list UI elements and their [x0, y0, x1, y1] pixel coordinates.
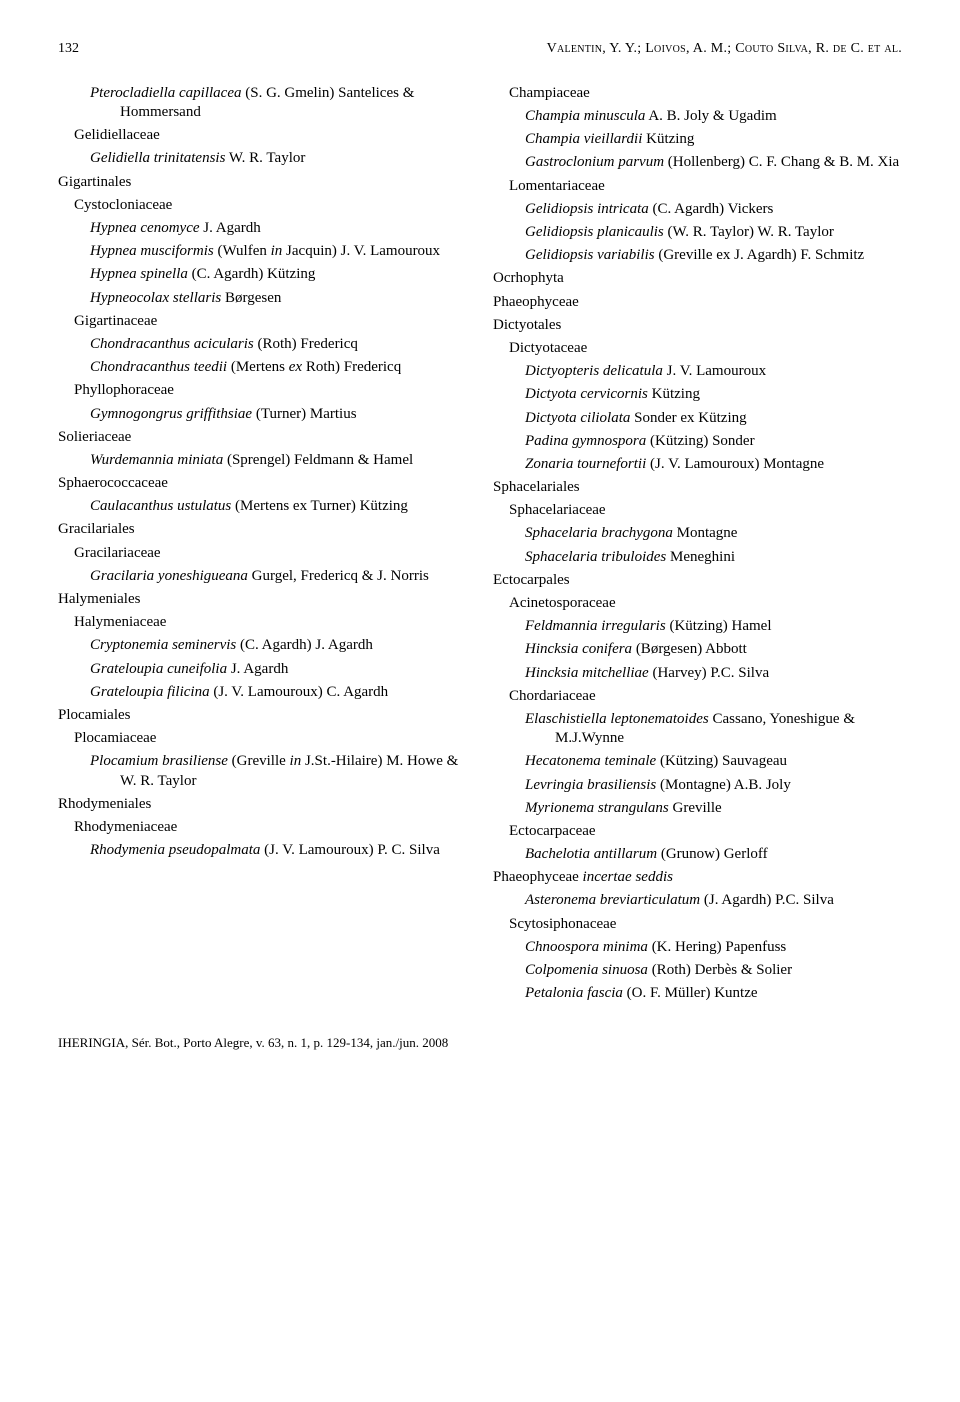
taxon-entry: Phaeophyceae	[493, 293, 902, 312]
taxon-entry: Rhodymeniaceae	[74, 818, 467, 837]
taxon-entry: Gracilaria yoneshigueana Gurgel, Frederi…	[90, 567, 467, 586]
taxon-entry: Pterocladiella capillacea (S. G. Gmelin)…	[90, 84, 467, 122]
page-header: 132 Valentin, Y. Y.; Loivos, A. M.; Cout…	[58, 40, 902, 58]
taxon-entry: Gymnogongrus griffithsiae (Turner) Marti…	[90, 405, 467, 424]
taxon-entry: Grateloupia filicina (J. V. Lamouroux) C…	[90, 683, 467, 702]
taxon-entry: Hincksia conifera (Børgesen) Abbott	[525, 640, 902, 659]
taxon-entry: Gigartinales	[58, 173, 467, 192]
taxon-entry: Gastroclonium parvum (Hollenberg) C. F. …	[525, 153, 902, 172]
taxon-entry: Dictyota cervicornis Kützing	[525, 385, 902, 404]
taxon-entry: Chondracanthus acicularis (Roth) Frederi…	[90, 335, 467, 354]
taxon-entry: Hecatonema teminale (Kützing) Sauvageau	[525, 752, 902, 771]
taxon-entry: Gelidiopsis variabilis (Greville ex J. A…	[525, 246, 902, 265]
taxon-entry: Sphacelaria tribuloides Meneghini	[525, 548, 902, 567]
taxon-entry: Dictyopteris delicatula J. V. Lamouroux	[525, 362, 902, 381]
taxon-entry: Gelidiella trinitatensis W. R. Taylor	[90, 149, 467, 168]
taxon-entry: Ectocarpales	[493, 571, 902, 590]
taxon-entry: Gelidiopsis intricata (C. Agardh) Vicker…	[525, 200, 902, 219]
taxon-entry: Sphacelaria brachygona Montagne	[525, 524, 902, 543]
taxon-entry: Phaeophyceae incertae seddis	[493, 868, 902, 887]
taxon-entry: Dictyotaceae	[509, 339, 902, 358]
taxon-entry: Champia vieillardii Kützing	[525, 130, 902, 149]
taxon-entry: Plocamium brasiliense (Greville in J.St.…	[90, 752, 467, 790]
taxon-entry: Colpomenia sinuosa (Roth) Derbès & Solie…	[525, 961, 902, 980]
right-column: Champiaceae Champia minuscula A. B. Joly …	[493, 80, 902, 1008]
taxon-entry: Cystocloniaceae	[74, 196, 467, 215]
taxon-entry: Gracilariales	[58, 520, 467, 539]
taxon-entry: Padina gymnospora (Kützing) Sonder	[525, 432, 902, 451]
taxon-entry: Elaschistiella leptonematoides Cassano, …	[525, 710, 902, 748]
running-head: Valentin, Y. Y.; Loivos, A. M.; Couto Si…	[547, 40, 902, 58]
left-column: Pterocladiella capillacea (S. G. Gmelin)…	[58, 80, 467, 1008]
taxon-entry: Caulacanthus ustulatus (Mertens ex Turne…	[90, 497, 467, 516]
taxon-entry: Levringia brasiliensis (Montagne) A.B. J…	[525, 776, 902, 795]
taxon-entry: Feldmannia irregularis (Kützing) Hamel	[525, 617, 902, 636]
taxon-entry: Sphacelariales	[493, 478, 902, 497]
taxon-entry: Gracilariaceae	[74, 544, 467, 563]
taxon-entry: Gigartinaceae	[74, 312, 467, 331]
taxon-entry: Plocamiaceae	[74, 729, 467, 748]
taxon-entry: Chnoospora minima (K. Hering) Papenfuss	[525, 938, 902, 957]
taxon-entry: Hypneocolax stellaris Børgesen	[90, 289, 467, 308]
taxon-entry: Grateloupia cuneifolia J. Agardh	[90, 660, 467, 679]
taxon-entry: Gelidiopsis planicaulis (W. R. Taylor) W…	[525, 223, 902, 242]
taxon-entry: Rhodymeniales	[58, 795, 467, 814]
taxon-entry: Sphaerococcaceae	[58, 474, 467, 493]
two-column-body: Pterocladiella capillacea (S. G. Gmelin)…	[58, 80, 902, 1008]
taxon-entry: Myrionema strangulans Greville	[525, 799, 902, 818]
taxon-entry: Lomentariaceae	[509, 177, 902, 196]
taxon-entry: Petalonia fascia (O. F. Müller) Kuntze	[525, 984, 902, 1003]
journal-footer: IHERINGIA, Sér. Bot., Porto Alegre, v. 6…	[58, 1035, 902, 1052]
taxon-entry: Rhodymenia pseudopalmata (J. V. Lamourou…	[90, 841, 467, 860]
taxon-entry: Chondracanthus teedii (Mertens ex Roth) …	[90, 358, 467, 377]
page-number: 132	[58, 40, 79, 58]
taxon-entry: Hypnea cenomyce J. Agardh	[90, 219, 467, 238]
taxon-entry: Hincksia mitchelliae (Harvey) P.C. Silva	[525, 664, 902, 683]
taxon-entry: Sphacelariaceae	[509, 501, 902, 520]
taxon-entry: Plocamiales	[58, 706, 467, 725]
taxon-entry: Bachelotia antillarum (Grunow) Gerloff	[525, 845, 902, 864]
taxon-entry: Ocrhophyta	[493, 269, 902, 288]
taxon-entry: Chordariaceae	[509, 687, 902, 706]
taxon-entry: Solieriaceae	[58, 428, 467, 447]
taxon-entry: Asteronema breviarticulatum (J. Agardh) …	[525, 891, 902, 910]
taxon-entry: Champiaceae	[509, 84, 902, 103]
taxon-entry: Halymeniales	[58, 590, 467, 609]
taxon-entry: Acinetosporaceae	[509, 594, 902, 613]
taxon-entry: Ectocarpaceae	[509, 822, 902, 841]
taxon-entry: Wurdemannia miniata (Sprengel) Feldmann …	[90, 451, 467, 470]
taxon-entry: Dictyotales	[493, 316, 902, 335]
taxon-entry: Cryptonemia seminervis (C. Agardh) J. Ag…	[90, 636, 467, 655]
taxon-entry: Phyllophoraceae	[74, 381, 467, 400]
taxon-entry: Hypnea musciformis (Wulfen in Jacquin) J…	[90, 242, 467, 261]
taxon-entry: Zonaria tournefortii (J. V. Lamouroux) M…	[525, 455, 902, 474]
taxon-entry: Hypnea spinella (C. Agardh) Kützing	[90, 265, 467, 284]
taxon-entry: Dictyota ciliolata Sonder ex Kützing	[525, 409, 902, 428]
taxon-entry: Champia minuscula A. B. Joly & Ugadim	[525, 107, 902, 126]
taxon-entry: Halymeniaceae	[74, 613, 467, 632]
taxon-entry: Scytosiphonaceae	[509, 915, 902, 934]
taxon-entry: Gelidiellaceae	[74, 126, 467, 145]
